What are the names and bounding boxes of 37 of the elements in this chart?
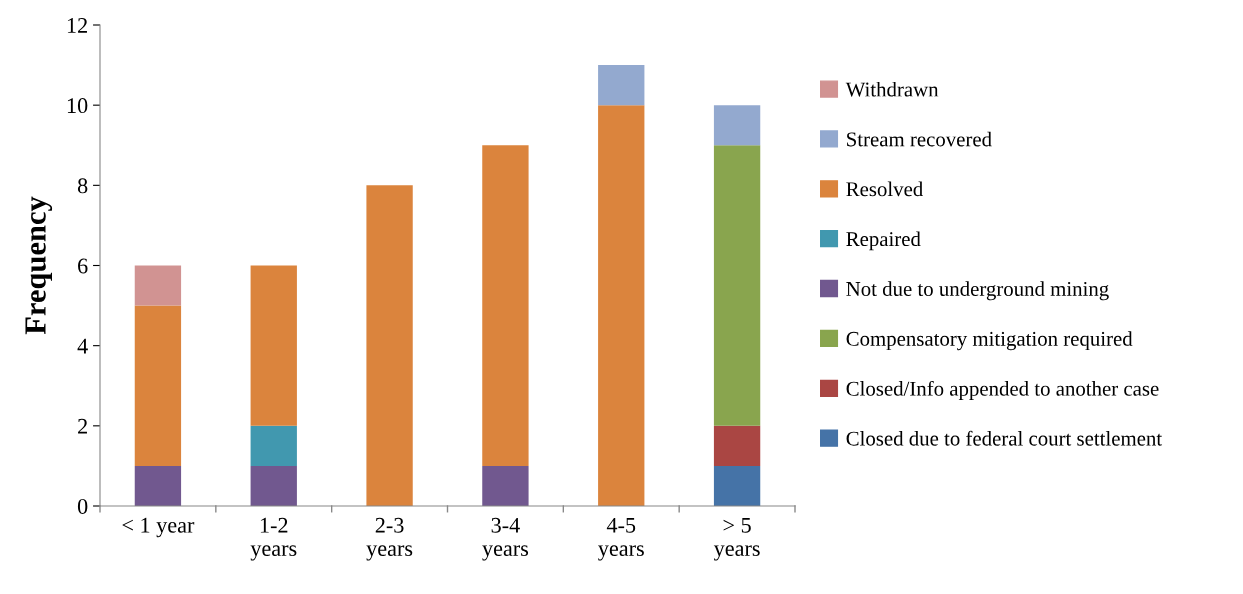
y-tick-label: 8 <box>77 178 88 194</box>
bar <box>250 465 297 506</box>
legend-label: Withdrawn <box>845 81 939 97</box>
bar <box>250 265 297 426</box>
y-tick-label: 2 <box>78 418 87 434</box>
legend-label: Stream recovered <box>847 131 992 147</box>
x-tick-label: 1-2 years <box>250 517 297 561</box>
x-tick-label: 3-4 years <box>482 517 529 561</box>
bar <box>366 185 413 506</box>
y-tick-label: 12 <box>67 17 87 33</box>
legend-label: Repaired <box>846 231 921 251</box>
x-tick-label: 4-5 years <box>598 517 644 561</box>
bar <box>482 465 529 506</box>
x-tick-label: > 5 years <box>713 517 760 561</box>
legend-label: Closed/Info appended to another case <box>846 380 1159 401</box>
legend-label: Not due to underground mining <box>846 281 1109 301</box>
x-tick-label: < 1 year <box>122 517 195 538</box>
y-tick-label: 0 <box>77 498 88 514</box>
bar <box>482 145 529 466</box>
bar <box>713 105 761 146</box>
legend-label: Compensatory mitigation required <box>846 331 1133 351</box>
bar <box>250 425 297 466</box>
y-tick-label: 10 <box>67 98 88 114</box>
bar <box>134 265 182 306</box>
bar <box>134 465 182 506</box>
y-tick-label: 6 <box>78 258 88 274</box>
x-tick-label: 2-3 years <box>366 517 413 561</box>
bar <box>134 305 182 466</box>
bar <box>598 65 645 106</box>
bar <box>598 105 645 506</box>
bar <box>713 465 761 506</box>
bar <box>713 425 761 466</box>
y-axis-title: Frequency <box>25 196 53 335</box>
legend-label: Closed due to federal court settlement <box>846 430 1163 446</box>
bar <box>713 145 761 426</box>
legend-label: Resolved <box>846 181 923 197</box>
y-tick-label: 4 <box>77 338 88 354</box>
